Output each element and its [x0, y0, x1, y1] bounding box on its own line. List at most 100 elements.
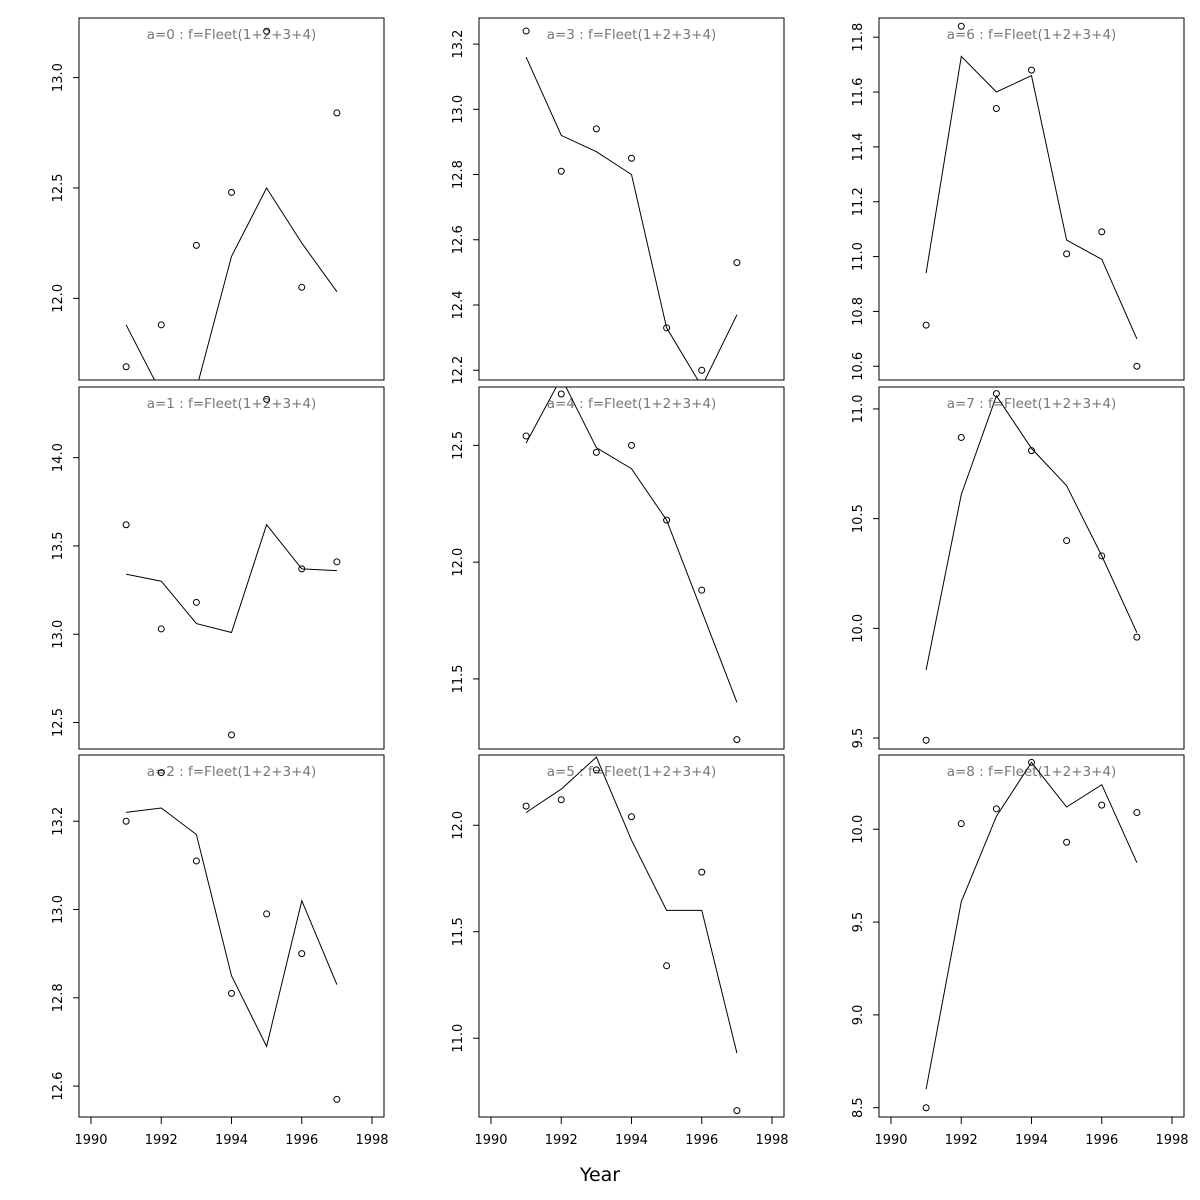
x-tick-label: 1994 — [215, 1133, 248, 1148]
y-tick-label: 12.6 — [51, 1072, 66, 1101]
observed-point — [157, 625, 165, 633]
panel-6: a=6 : f=Fleet(1+2+3+4) 10.6 10.8 11.0 11.2 11… — [851, 17, 1185, 381]
observed-point — [1133, 633, 1141, 641]
x-tick-label: 1990 — [74, 1133, 107, 1148]
y-tick-label: 11.5 — [451, 664, 466, 693]
y-tick-label: 10.5 — [851, 504, 866, 533]
observed-point — [298, 283, 306, 291]
fitted-line — [525, 387, 738, 703]
observed-point — [922, 736, 930, 744]
y-tick-label: 13.0 — [51, 620, 66, 649]
observed-point — [1098, 228, 1106, 236]
panel-label: a=1 : f=Fleet(1+2+3+4) — [147, 396, 317, 412]
y-tick-label: 10.0 — [851, 614, 866, 643]
observed-point — [628, 813, 635, 821]
observed-point — [263, 27, 271, 35]
y-tick-label: 12.6 — [451, 225, 466, 254]
observed-point — [992, 390, 1000, 398]
y-tick-label: 11.0 — [851, 242, 866, 271]
observed-point — [1063, 250, 1071, 258]
observed-point — [957, 433, 965, 441]
y-tick-label: 11.0 — [451, 1024, 466, 1053]
y-tick-label: 13.2 — [451, 30, 466, 59]
observed-point — [333, 558, 341, 566]
panel-frame — [478, 17, 785, 381]
observed-point — [1063, 537, 1071, 545]
panel-3: a=3 : f=Fleet(1+2+3+4) 12.2 12.4 12.6 12.8 13… — [451, 17, 785, 385]
observed-point — [663, 324, 671, 332]
observed-point — [263, 910, 271, 918]
x-axis-title: Year — [579, 1164, 620, 1186]
y-tick-label: 13.0 — [451, 95, 466, 124]
y-tick-label: 12.4 — [451, 291, 466, 320]
observed-point — [1063, 838, 1071, 846]
y-tick-label: 11.5 — [451, 917, 466, 946]
y-tick-label: 10.8 — [851, 297, 866, 326]
y-tick-label: 13.0 — [51, 895, 66, 924]
panel-5: a=5 : f=Fleet(1+2+3+4) 11.0 11.5 12.0 1990 19… — [451, 754, 789, 1148]
y-tick-label: 11.2 — [851, 187, 866, 216]
observed-point — [922, 1104, 930, 1112]
y-tick-label: 10.6 — [851, 352, 866, 381]
observed-point — [228, 989, 235, 997]
y-tick-label: 11.8 — [851, 23, 866, 52]
observed-point — [122, 363, 130, 371]
panel-grid: a=0 : f=Fleet(1+2+3+4)12.012.513.0 a=1 : … — [51, 17, 1189, 1148]
x-tick-label: 1992 — [945, 1133, 978, 1148]
panel-0: a=0 : f=Fleet(1+2+3+4) 12.0 12.5 13.0 — [51, 17, 385, 381]
observed-point — [192, 598, 200, 606]
panel-8: a=8 : f=Fleet(1+2+3+4) 8.5 9.0 9.5 10.0 1990 1… — [851, 754, 1189, 1148]
observed-point — [733, 259, 741, 267]
panel-data — [922, 758, 1141, 1112]
x-tick-label: 1996 — [685, 1133, 718, 1148]
observed-point — [592, 125, 600, 133]
x-tick-label: 1992 — [545, 1133, 578, 1148]
y-tick-label: 9.5 — [851, 912, 866, 933]
observed-point — [663, 962, 671, 970]
panel-frame — [78, 386, 385, 750]
y-tick-label: 8.5 — [851, 1097, 866, 1118]
observed-point — [522, 27, 530, 35]
fitted-line — [925, 55, 1138, 340]
observed-point — [157, 321, 165, 329]
observed-point — [1133, 362, 1141, 370]
panel-label: a=7 : f=Fleet(1+2+3+4) — [947, 396, 1117, 412]
observed-point — [698, 586, 706, 594]
observed-point — [557, 390, 565, 398]
x-tick-label: 1998 — [755, 1133, 788, 1148]
observed-point — [922, 321, 930, 329]
y-tick-label: 12.0 — [451, 548, 466, 577]
observed-point — [992, 105, 1000, 112]
panel-data — [922, 390, 1141, 744]
y-tick-label: 12.2 — [451, 356, 466, 385]
panel-frame — [878, 17, 1185, 381]
y-tick-label: 10.0 — [851, 815, 866, 844]
y-tick-label: 13.5 — [51, 531, 66, 560]
x-tick-label: 1996 — [285, 1133, 318, 1148]
fitted-line — [125, 186, 338, 380]
observed-point — [192, 857, 200, 865]
panel-2: a=2 : f=Fleet(1+2+3+4) 12.6 12.8 13.0 13.2 19… — [51, 754, 389, 1148]
observed-point — [1098, 801, 1106, 809]
panel-data — [522, 27, 741, 380]
observed-point — [592, 766, 600, 774]
observed-point — [192, 241, 200, 249]
x-tick-label: 1990 — [474, 1133, 507, 1148]
observed-point — [957, 22, 965, 30]
panel-label: a=5 : f=Fleet(1+2+3+4) — [547, 764, 717, 780]
fitted-line — [126, 807, 338, 1048]
x-tick-label: 1992 — [145, 1133, 178, 1148]
y-tick-label: 11.4 — [851, 132, 866, 161]
fitted-line — [925, 394, 1138, 671]
observed-point — [557, 167, 565, 175]
panel-frame — [78, 754, 385, 1118]
y-tick-label: 12.0 — [451, 811, 466, 840]
observed-point — [122, 521, 130, 529]
observed-point — [298, 950, 306, 958]
fitted-line — [126, 523, 337, 634]
panel-4: a=4 : f=Fleet(1+2+3+4) 11.5 12.0 12.5 — [451, 386, 785, 750]
observed-point — [1028, 758, 1035, 766]
y-tick-label: 9.5 — [851, 728, 866, 749]
panel-label: a=0 : f=Fleet(1+2+3+4) — [147, 27, 317, 43]
